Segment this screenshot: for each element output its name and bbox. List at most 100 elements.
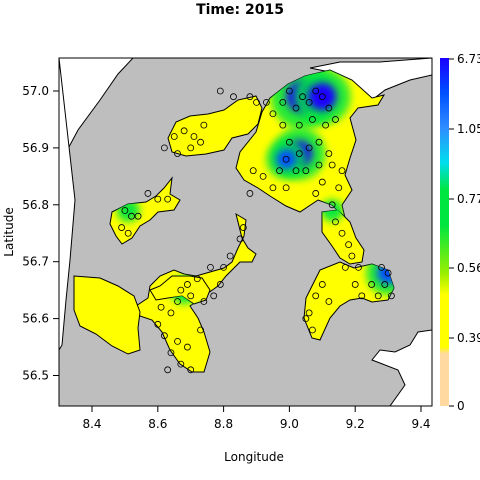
station-marker bbox=[295, 121, 303, 129]
station-marker bbox=[285, 87, 293, 95]
station-marker bbox=[170, 133, 178, 140]
station-marker bbox=[167, 349, 175, 357]
station-marker bbox=[160, 144, 168, 152]
station-marker bbox=[384, 269, 392, 277]
station-marker bbox=[309, 116, 316, 123]
station-marker bbox=[174, 298, 181, 305]
station-marker bbox=[246, 93, 254, 101]
station-marker bbox=[355, 263, 362, 271]
station-marker bbox=[312, 292, 320, 300]
station-marker bbox=[305, 98, 313, 106]
station-marker bbox=[184, 343, 191, 351]
colorbar bbox=[440, 58, 449, 406]
station-marker bbox=[292, 104, 300, 112]
station-marker bbox=[318, 281, 326, 288]
station-marker bbox=[190, 133, 198, 140]
station-marker bbox=[285, 138, 293, 146]
station-marker bbox=[154, 320, 162, 328]
station-marker bbox=[338, 167, 346, 175]
station-marker bbox=[124, 229, 132, 237]
x-axis: 8.4 8.6 8.8 9.0 9.2 9.4 bbox=[82, 406, 431, 431]
station-marker bbox=[387, 292, 395, 300]
station-marker bbox=[351, 281, 359, 288]
station-marker bbox=[180, 127, 188, 135]
station-marker bbox=[305, 144, 313, 152]
station-marker bbox=[154, 195, 162, 203]
station-marker bbox=[187, 144, 195, 152]
y-tick-label: 56.5 bbox=[22, 369, 49, 383]
station-marker bbox=[207, 263, 214, 271]
station-marker bbox=[332, 218, 339, 226]
station-marker bbox=[282, 155, 290, 163]
station-marker bbox=[282, 184, 290, 192]
station-marker bbox=[292, 167, 300, 175]
station-marker bbox=[216, 87, 224, 95]
station-marker bbox=[315, 161, 323, 169]
station-marker bbox=[216, 281, 224, 288]
station-marker bbox=[144, 190, 152, 197]
station-marker bbox=[160, 332, 168, 340]
y-tick-label: 56.9 bbox=[22, 141, 49, 155]
station-marker bbox=[325, 298, 333, 305]
station-marker bbox=[134, 212, 142, 220]
station-marker bbox=[322, 121, 329, 129]
station-marker bbox=[174, 150, 181, 157]
station-marker bbox=[332, 116, 339, 123]
station-marker bbox=[302, 315, 310, 323]
station-marker bbox=[187, 366, 195, 374]
station-marker bbox=[295, 150, 303, 157]
y-tick-label: 57.0 bbox=[22, 84, 49, 98]
y-tick-label: 56.8 bbox=[22, 198, 49, 212]
x-tick-label: 8.8 bbox=[214, 417, 233, 431]
station-marker bbox=[193, 275, 201, 283]
station-marker bbox=[246, 190, 254, 197]
station-marker bbox=[338, 229, 346, 237]
y-axis: 56.5 56.6 56.7 56.8 56.9 57.0 bbox=[22, 84, 59, 383]
x-axis-label: Longitude bbox=[224, 450, 284, 464]
station-marker bbox=[164, 195, 172, 203]
station-marker bbox=[220, 263, 228, 271]
hotspot-core-3 bbox=[276, 149, 297, 170]
station-marker bbox=[259, 172, 267, 180]
station-marker bbox=[210, 292, 218, 300]
open-sea-1 bbox=[59, 58, 76, 351]
station-marker bbox=[348, 252, 356, 260]
station-marker bbox=[368, 281, 376, 288]
fjord-basin-4 bbox=[73, 275, 141, 355]
colorbar-tick-label: 6.73 bbox=[457, 52, 480, 66]
station-marker bbox=[312, 190, 320, 197]
colorbar-axis: 0 0.39 0.56 0.77 1.05 6.73 bbox=[449, 52, 480, 413]
station-marker bbox=[302, 167, 310, 175]
fjord-basin-7 bbox=[149, 275, 211, 305]
station-marker bbox=[230, 93, 237, 101]
station-marker bbox=[226, 252, 234, 260]
station-marker bbox=[177, 360, 185, 368]
colorbar-tick-label: 0.39 bbox=[457, 331, 480, 345]
hotspot-core-1 bbox=[308, 82, 337, 111]
fjord-basin-2 bbox=[109, 176, 181, 245]
station-marker bbox=[262, 98, 270, 106]
chart-title: Time: 2015 bbox=[196, 2, 284, 18]
station-marker bbox=[200, 298, 208, 305]
station-marker bbox=[358, 292, 366, 300]
y-tick-label: 56.6 bbox=[22, 312, 49, 326]
x-tick-label: 9.2 bbox=[346, 417, 365, 431]
station-marker bbox=[253, 98, 260, 106]
colorbar-tick-label: 0.77 bbox=[457, 192, 480, 206]
station-marker bbox=[279, 98, 287, 106]
map-area bbox=[59, 58, 432, 406]
station-marker bbox=[341, 263, 349, 271]
station-marker bbox=[381, 281, 389, 288]
station-marker bbox=[325, 104, 333, 112]
station-marker bbox=[318, 178, 326, 186]
station-marker bbox=[309, 326, 316, 334]
y-axis-label: Latitude bbox=[2, 207, 16, 256]
station-marker bbox=[121, 207, 129, 214]
station-marker bbox=[174, 337, 181, 345]
x-tick-label: 8.4 bbox=[82, 417, 101, 431]
open-sea-2 bbox=[371, 329, 432, 406]
station-marker bbox=[305, 309, 313, 317]
colorbar-tick-label: 0 bbox=[457, 399, 465, 413]
